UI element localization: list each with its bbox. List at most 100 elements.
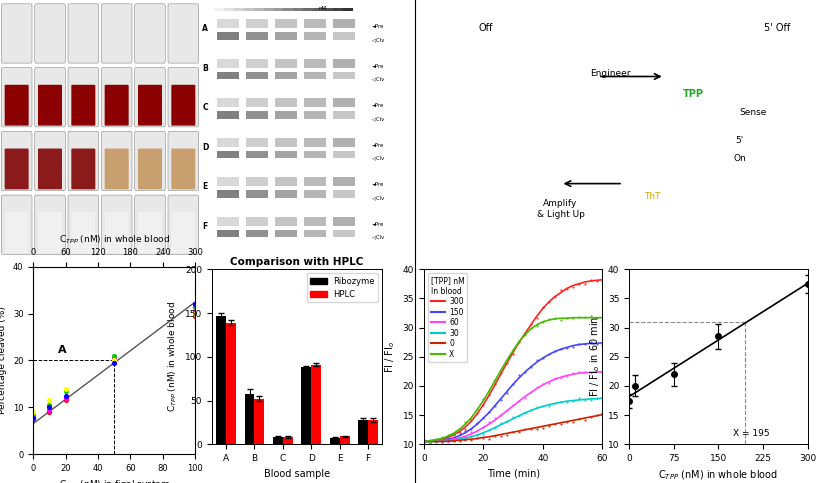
Bar [275, 138, 297, 147]
Bar [333, 72, 355, 79]
Bar [275, 112, 297, 118]
Bar [217, 177, 238, 186]
FancyBboxPatch shape [38, 85, 62, 126]
Text: Engineer: Engineer [590, 70, 631, 79]
Bar [275, 151, 297, 158]
Bar [243, 8, 253, 12]
Point [108, 352, 121, 360]
FancyBboxPatch shape [71, 85, 96, 126]
FancyBboxPatch shape [71, 149, 96, 189]
Text: D: D [202, 143, 209, 152]
FancyBboxPatch shape [168, 131, 199, 191]
Bar [303, 8, 313, 12]
Bar [333, 8, 342, 12]
FancyBboxPatch shape [168, 195, 199, 255]
Text: Amplify
& Light Up: Amplify & Light Up [537, 199, 584, 219]
Bar [333, 98, 355, 107]
FancyBboxPatch shape [171, 21, 195, 62]
FancyBboxPatch shape [101, 68, 132, 127]
Bar [275, 217, 297, 226]
Bar [342, 8, 352, 12]
Text: ◄Pre: ◄Pre [372, 103, 385, 108]
FancyBboxPatch shape [71, 21, 96, 62]
Bar [246, 98, 268, 107]
Bar [304, 98, 326, 107]
Bar [217, 58, 238, 68]
Legend: 300, 150, 60, 30, 0, X: 300, 150, 60, 30, 0, X [428, 273, 468, 362]
Bar [217, 190, 238, 198]
FancyBboxPatch shape [168, 4, 199, 63]
Bar [333, 58, 355, 68]
FancyBboxPatch shape [5, 149, 28, 189]
Bar [217, 32, 238, 40]
Point [59, 392, 72, 399]
Point [108, 356, 121, 364]
Bar [246, 72, 268, 79]
Bar [217, 138, 238, 147]
Text: E: E [202, 182, 208, 191]
Bar [340, 437, 350, 444]
FancyBboxPatch shape [101, 195, 132, 255]
Bar [217, 98, 238, 107]
Point [27, 411, 40, 418]
Bar [246, 112, 268, 118]
Point [189, 310, 202, 317]
FancyBboxPatch shape [68, 68, 99, 127]
Point [43, 408, 57, 416]
Bar [275, 58, 297, 68]
Y-axis label: Percentage cleaved (%): Percentage cleaved (%) [0, 307, 7, 414]
FancyBboxPatch shape [35, 195, 66, 255]
Point [59, 387, 72, 395]
FancyBboxPatch shape [5, 85, 28, 126]
Bar [313, 8, 323, 12]
FancyBboxPatch shape [68, 4, 99, 63]
Point [27, 413, 40, 421]
Bar [304, 151, 326, 158]
Bar [246, 217, 268, 226]
Bar [283, 8, 293, 12]
Text: F: F [202, 222, 208, 231]
Bar [244, 394, 254, 444]
Y-axis label: C$_{TPP}$ (nM) in whole blood: C$_{TPP}$ (nM) in whole blood [167, 301, 179, 412]
Bar [273, 8, 283, 12]
FancyBboxPatch shape [171, 85, 195, 126]
Bar [275, 98, 297, 107]
Bar [302, 367, 312, 444]
Bar [217, 217, 238, 226]
FancyBboxPatch shape [138, 149, 162, 189]
Bar [275, 32, 297, 40]
Point [189, 303, 202, 311]
FancyBboxPatch shape [2, 68, 32, 127]
Y-axis label: FI / FI$_o$: FI / FI$_o$ [383, 341, 397, 373]
Bar [246, 190, 268, 198]
Text: ◁Clv: ◁Clv [372, 37, 384, 42]
Bar [304, 58, 326, 68]
Bar [275, 72, 297, 79]
FancyBboxPatch shape [38, 149, 62, 189]
Bar [330, 438, 340, 444]
Bar [275, 230, 297, 237]
Text: C: C [202, 103, 208, 112]
Text: 5' Off: 5' Off [764, 23, 790, 32]
Bar [226, 323, 236, 444]
X-axis label: C$_{TPP}$ (nM) in whole blood: C$_{TPP}$ (nM) in whole blood [658, 469, 779, 482]
Point [108, 359, 121, 367]
FancyBboxPatch shape [2, 4, 32, 63]
Bar [304, 32, 326, 40]
Text: A: A [202, 24, 208, 33]
FancyBboxPatch shape [35, 4, 66, 63]
FancyBboxPatch shape [135, 195, 165, 255]
Text: ◄Pre: ◄Pre [372, 24, 385, 29]
Text: B: B [202, 64, 208, 73]
Bar [214, 8, 224, 12]
Bar [304, 190, 326, 198]
Bar [263, 8, 273, 12]
Bar [217, 151, 238, 158]
Bar [304, 112, 326, 118]
FancyBboxPatch shape [35, 131, 66, 191]
FancyBboxPatch shape [138, 85, 162, 126]
Bar [246, 32, 268, 40]
Point [108, 356, 121, 364]
Point [43, 401, 57, 409]
X-axis label: Blood sample: Blood sample [264, 469, 330, 479]
